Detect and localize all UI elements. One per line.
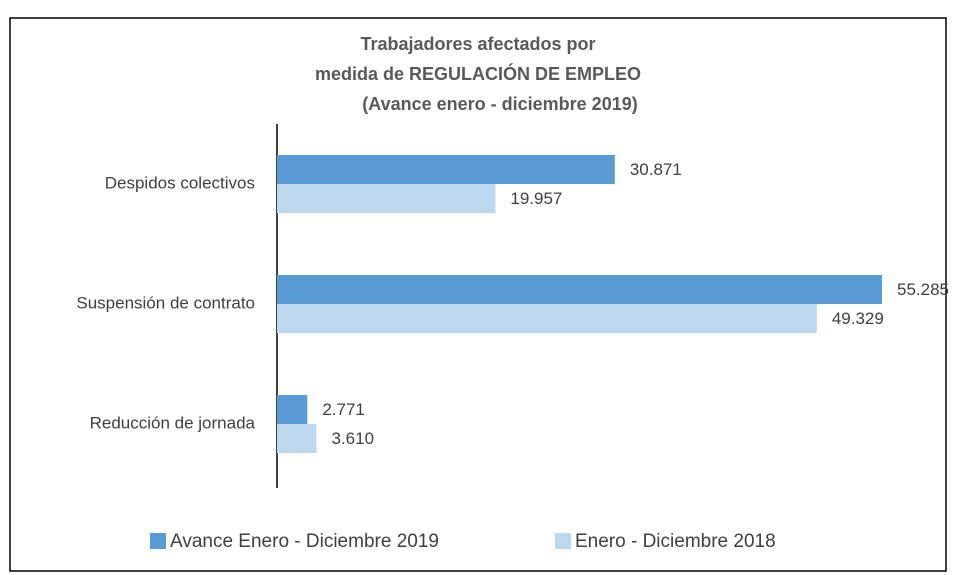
legend-swatch (555, 533, 571, 549)
chart-title: Trabajadores afectados por (360, 34, 595, 54)
legend-label: Avance Enero - Diciembre 2019 (170, 531, 439, 552)
y-tick-label: Suspensión de contrato (76, 293, 255, 312)
data-label: 55.285 (897, 280, 949, 299)
bar (277, 424, 317, 453)
data-label: 19.957 (510, 189, 562, 208)
data-label: 30.871 (630, 160, 682, 179)
data-label: 2.771 (322, 400, 365, 419)
chart-title: (Avance enero - diciembre 2019) (362, 94, 637, 114)
bar (277, 155, 615, 184)
bar (277, 184, 496, 213)
legend-swatch (150, 533, 166, 549)
bar (277, 275, 882, 304)
bar (277, 395, 308, 424)
legend-label: Enero - Diciembre 2018 (575, 531, 776, 552)
data-label: 49.329 (832, 309, 884, 328)
bar (277, 304, 817, 333)
data-label: 3.610 (332, 429, 375, 448)
chart-title: medida de REGULACIÓN DE EMPLEO (315, 63, 641, 84)
y-tick-label: Reducción de jornada (90, 413, 256, 432)
y-tick-label: Despidos colectivos (105, 173, 255, 192)
